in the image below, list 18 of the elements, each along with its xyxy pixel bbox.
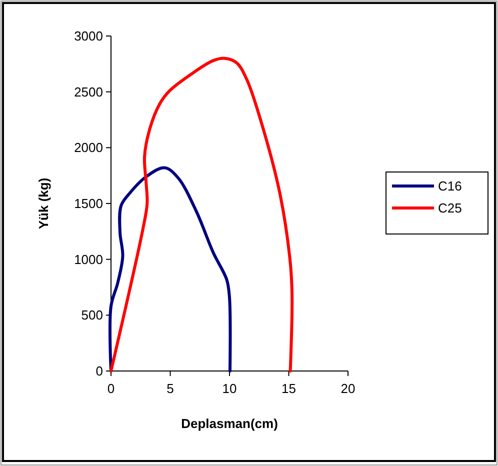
y-tick-label: 3000 [74, 28, 103, 44]
x-tick-label: 10 [222, 381, 237, 396]
y-tick-label: 1500 [74, 196, 103, 212]
y-tick-label: 0 [96, 364, 103, 379]
line-series [108, 166, 232, 372]
y-axis-title: Yük (kg) [36, 178, 51, 230]
y-tick-label: 2000 [74, 140, 103, 156]
x-tick-label: 5 [166, 381, 174, 396]
legend-label: C25 [438, 200, 462, 216]
x-axis-title: Deplasman(cm) [181, 416, 278, 431]
y-tick-label: 500 [81, 308, 103, 323]
line-series [110, 56, 294, 372]
legend-label: C16 [438, 178, 462, 194]
y-tick-label: 1000 [74, 252, 103, 267]
y-tick-label: 2500 [74, 84, 103, 100]
x-tick-label: 20 [340, 381, 356, 396]
x-tick-label: 0 [107, 381, 115, 396]
x-tick-label: 15 [282, 381, 296, 396]
